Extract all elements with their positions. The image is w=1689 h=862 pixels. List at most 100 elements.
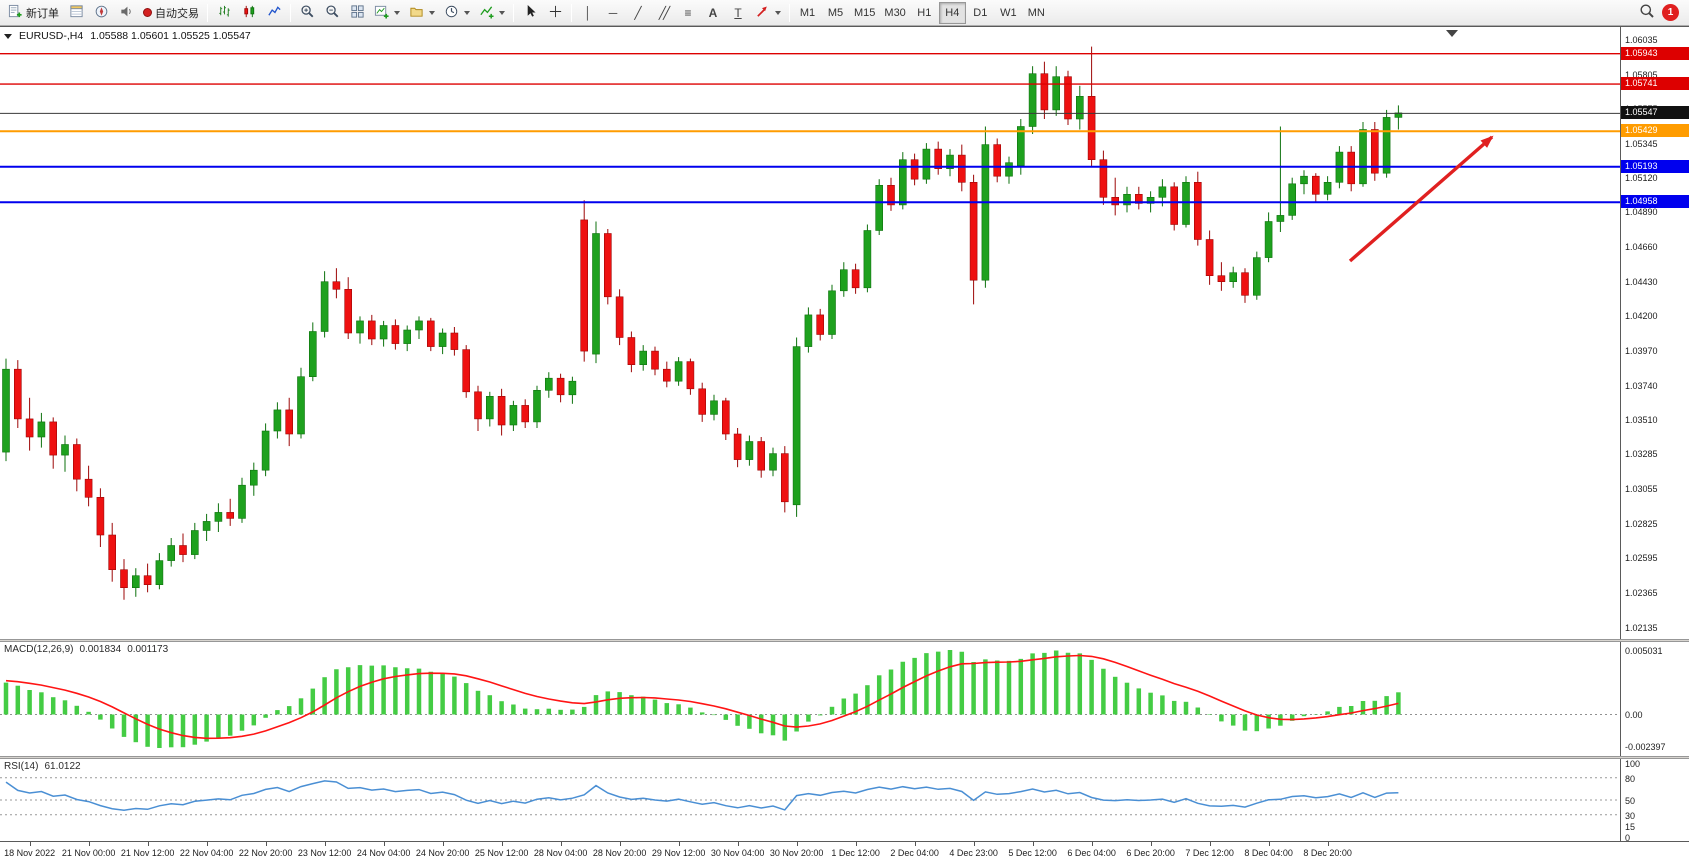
macd-axis-max: 0.005031 [1625,646,1663,656]
rsi-canvas[interactable] [0,759,1620,841]
auto-trading-button[interactable]: 自动交易 [139,2,203,24]
rsi-axis-label: 30 [1625,810,1636,821]
chart-shift-marker[interactable] [1446,30,1458,37]
periods-button[interactable] [440,2,474,24]
trendline-icon: ╱ [634,5,642,20]
timeframe-h4-button[interactable]: H4 [938,1,966,24]
line-chart-button[interactable] [262,2,286,24]
alerts-button[interactable] [114,2,138,24]
label-tool-icon: T [734,5,742,20]
macd-canvas[interactable] [0,642,1620,756]
zoom-in-button[interactable] [295,2,319,24]
indicators-button[interactable] [475,2,509,24]
vertical-line-icon: │ [584,5,592,20]
macd-axis[interactable]: 0.005031 0.00 -0.002397 [1620,642,1689,756]
arrows-button[interactable] [751,2,785,24]
time-axis-label: 22 Nov 04:00 [179,848,234,858]
time-axis-tick [1150,842,1152,846]
navigator-button[interactable] [89,2,113,24]
crosshair-icon [548,4,563,22]
horizontal-line-button[interactable]: ─ [601,2,625,24]
time-axis-label: 18 Nov 2022 [4,848,56,858]
price-axis-label: 1.02825 [1625,518,1658,529]
zoom-out-icon [325,4,340,22]
horizontal-line-icon: ─ [608,5,618,20]
toolbar: 新订单 自动交易 [0,0,1689,26]
search-button[interactable] [1635,2,1659,24]
macd-label: MACD(12,26,9) [4,644,74,655]
chart-symbol-label: EURUSD-,H4 1.05588 1.05601 1.05525 1.055… [4,30,251,42]
timeframe-d1-button[interactable]: D1 [967,2,994,24]
label-button[interactable]: T [726,2,750,24]
market-watch-button[interactable] [64,2,88,24]
time-axis-tick [265,842,267,846]
trend-arrow-annotation[interactable] [1348,135,1494,263]
text-button[interactable]: A [701,2,725,24]
timeframe-w1-button[interactable]: W1 [995,2,1022,24]
toolbar-separator [513,3,514,22]
fibonacci-button[interactable]: ≡ [676,2,700,24]
crosshair-button[interactable] [543,2,567,24]
pane-splitter[interactable] [0,756,1689,759]
time-axis-tick [855,842,857,846]
macd-histogram [3,650,1401,748]
tile-windows-icon [350,4,365,22]
price-level-tag-1.05193: 1.05193 [1621,159,1689,173]
candles [2,46,1403,600]
price-axis-label: 1.03510 [1625,415,1658,426]
new-order-button[interactable]: 新订单 [4,2,63,24]
time-axis-tick [796,842,798,846]
time-axis-tick [914,842,916,846]
timeframe-m1-button[interactable]: M1 [794,2,821,24]
candlestick-chart-button[interactable] [237,2,261,24]
rsi-axis[interactable]: 100 80 50 30 15 0 [1620,759,1689,841]
vertical-line-button[interactable]: │ [576,2,600,24]
profiles-button[interactable] [405,2,439,24]
time-axis-label: 24 Nov 20:00 [415,848,470,858]
rsi-pane: RSI(14) 61.0122 [0,759,1620,841]
zoom-out-button[interactable] [320,2,344,24]
tile-windows-button[interactable] [345,2,369,24]
time-axis-tick [324,842,326,846]
timeframe-mn-button[interactable]: MN [1023,2,1050,24]
timeframe-m5-button[interactable]: M5 [822,2,849,24]
price-axis-label: 1.04660 [1625,242,1658,253]
chevron-down-icon [499,10,505,15]
price-axis[interactable]: 1.060351.058051.055751.053451.051201.048… [1620,27,1689,639]
price-axis-label: 1.05805 [1625,69,1658,80]
auto-trading-label: 自动交易 [155,7,199,20]
price-level-tag-1.05429: 1.05429 [1621,124,1689,138]
time-axis-tick [206,842,208,846]
price-chart-canvas[interactable] [0,27,1620,639]
speaker-icon [119,4,134,22]
timeframe-m15-button[interactable]: M15 [850,2,879,24]
price-level-tag-1.05741: 1.05741 [1621,77,1689,91]
bar-chart-button[interactable] [212,2,236,24]
time-axis[interactable]: 18 Nov 2022 21 Nov 00:00 21 Nov 12:00 22 No… [0,841,1689,862]
time-axis-tick [1268,842,1270,846]
main-chart-pane: EURUSD-,H4 1.05588 1.05601 1.05525 1.055… [0,27,1620,639]
channel-button[interactable]: ╱╱ [651,2,675,24]
timeframe-h1-button[interactable]: H1 [911,2,938,24]
price-axis-label: 1.02365 [1625,588,1658,598]
timeframe-m30-button[interactable]: M30 [880,2,909,24]
time-axis-label: 30 Nov 04:00 [710,848,765,858]
price-axis-label: 1.03285 [1625,449,1658,460]
time-axis-tick [442,842,444,846]
candlestick-chart-icon [242,4,257,22]
trendline-button[interactable]: ╱ [626,2,650,24]
notification-badge[interactable]: 1 [1662,4,1679,21]
text-tool-icon: A [708,5,718,20]
market-watch-icon [69,4,84,22]
cursor-button[interactable] [518,2,542,24]
new-chart-button[interactable] [370,2,404,24]
time-axis-tick [560,842,562,846]
time-axis-label: 5 Dec 12:00 [1008,848,1057,858]
price-level-tag-1.05943: 1.05943 [1621,46,1689,60]
time-axis-tick [737,842,739,846]
price-axis-label: 1.05120 [1625,172,1658,183]
pane-splitter[interactable] [0,639,1689,642]
new-chart-icon [374,4,389,22]
one-click-trading-toggle-icon[interactable] [4,33,12,39]
channel-icon: ╱╱ [658,5,671,20]
